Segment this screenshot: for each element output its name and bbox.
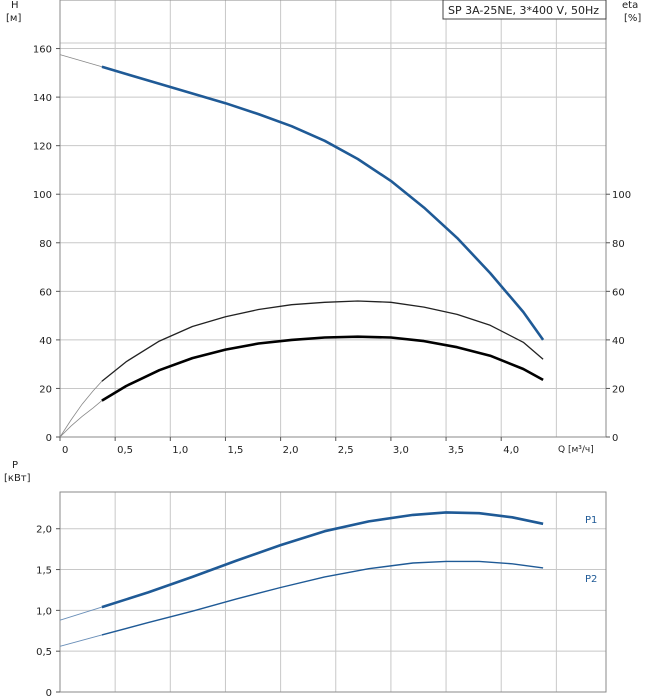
x-tick-label: 4,0 bbox=[503, 445, 519, 456]
top-chart: 0 0,5 1,0 1,5 2,0 2,5 3,0 3,5 4,0 0 20 40 60 80 100 120… bbox=[6, 0, 641, 456]
x-tick-label: 1,5 bbox=[227, 445, 243, 456]
x-tick-label: 1,0 bbox=[172, 445, 188, 456]
eta-tick-label: 20 bbox=[612, 384, 625, 395]
h-tick-label: 80 bbox=[39, 239, 52, 250]
bottom-axes: 0 0,5 1,0 1,5 2,0 bbox=[36, 525, 60, 699]
p-tick-label: 1,0 bbox=[36, 606, 52, 617]
chart-title: SP 3A-25NE, 3*400 V, 50Hz bbox=[448, 4, 599, 17]
title-box bbox=[442, 0, 607, 20]
top-plot-frame bbox=[59, 0, 607, 438]
p-tick-label: 0 bbox=[46, 688, 52, 699]
h-axis-label: H bbox=[11, 0, 19, 11]
p-tick-label: 0,5 bbox=[36, 647, 52, 658]
h-tick-label: 100 bbox=[33, 190, 52, 201]
eta-tick-label: 60 bbox=[612, 287, 625, 298]
h-axis-unit: [м] bbox=[6, 13, 21, 24]
h-tick-label: 0 bbox=[46, 433, 52, 444]
p-tick-label: 1,5 bbox=[36, 566, 52, 577]
eta-tick-label: 40 bbox=[612, 336, 625, 347]
head-curve bbox=[101, 65, 545, 341]
eta-lower-extrapolation-line bbox=[59, 400, 103, 438]
x-tick-label: 2,0 bbox=[283, 445, 299, 456]
p2-curve bbox=[101, 560, 544, 636]
x-axis-label: Q [м³/ч] bbox=[558, 445, 594, 455]
bottom-gridlines bbox=[60, 492, 606, 692]
h-tick-label: 40 bbox=[39, 336, 52, 347]
x-tick-label: 2,5 bbox=[338, 445, 354, 456]
h-tick-label: 160 bbox=[33, 45, 52, 56]
top-gridlines bbox=[60, 0, 606, 437]
p2-extrapolation-line bbox=[59, 634, 103, 647]
p1-extrapolation-line bbox=[59, 606, 103, 621]
h-tick-label: 20 bbox=[39, 384, 52, 395]
bottom-series-group bbox=[59, 511, 544, 647]
x-tick-label: 3,0 bbox=[393, 445, 409, 456]
p-axis-label: P bbox=[12, 460, 18, 471]
eta-lower-curve bbox=[101, 335, 544, 402]
x-tick-label: 0 bbox=[62, 445, 68, 456]
top-series-group bbox=[59, 54, 545, 438]
eta-upper-curve bbox=[101, 300, 544, 382]
legend-p1: P1 bbox=[585, 515, 597, 526]
h-tick-label: 60 bbox=[39, 287, 52, 298]
eta-tick-label: 0 bbox=[612, 433, 618, 444]
h-tick-label: 140 bbox=[33, 93, 52, 104]
eta-axis-label: eta bbox=[622, 0, 638, 11]
p-axis-unit: [кВт] bbox=[4, 473, 31, 484]
p1-curve bbox=[101, 511, 544, 609]
bottom-chart: 0 0,5 1,0 1,5 2,0 P [кВт] P1 P2 bbox=[4, 460, 607, 699]
legend-p2: P2 bbox=[585, 574, 597, 585]
bottom-plot-frame bbox=[59, 491, 607, 693]
eta-upper-extrapolation-line bbox=[59, 380, 103, 438]
eta-axis-unit: [%] bbox=[624, 13, 641, 24]
head-extrapolation-line bbox=[59, 54, 103, 68]
eta-tick-label: 100 bbox=[612, 190, 631, 201]
h-tick-label: 120 bbox=[33, 142, 52, 153]
p-tick-label: 2,0 bbox=[36, 525, 52, 536]
eta-tick-label: 80 bbox=[612, 239, 625, 250]
x-tick-label: 0,5 bbox=[117, 445, 133, 456]
top-axes: 0 0,5 1,0 1,5 2,0 2,5 3,0 3,5 4,0 0 20 40 60 80 100 120… bbox=[33, 45, 631, 456]
x-tick-label: 3,5 bbox=[448, 445, 464, 456]
